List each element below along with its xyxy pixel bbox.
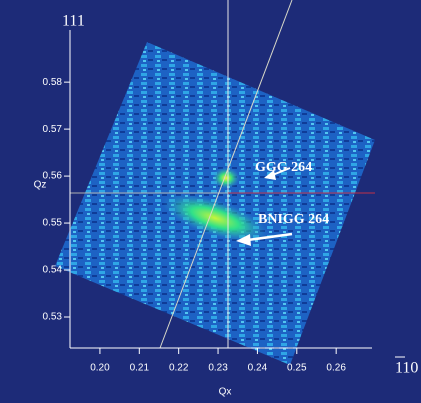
y-tick-label: 0.54	[43, 265, 63, 276]
x-tick-label: 0.21	[130, 363, 150, 374]
chart: GGG 264 BNIGG 264 111 110 Qx Qz 0.200.21…	[0, 0, 421, 403]
y-tick-label: 0.55	[43, 218, 63, 229]
y-tick-label: 0.57	[43, 124, 63, 135]
x-tick-label: 0.23	[208, 363, 228, 374]
y-tick-label: 0.53	[43, 312, 63, 323]
y-tick-label: 0.58	[43, 77, 63, 88]
peak	[212, 167, 240, 189]
corner-label: 111	[62, 13, 85, 30]
x-tick-label: 0.26	[326, 363, 346, 374]
x-tick-label: 0.25	[287, 363, 307, 374]
y-tick-label: 0.56	[43, 171, 63, 182]
x-tick-label: 0.20	[90, 363, 110, 374]
annotation: BNIGG 264	[258, 212, 329, 227]
x-tick-label: 0.22	[169, 363, 189, 374]
corner-label: 110	[395, 360, 418, 377]
x-tick-label: 0.24	[248, 363, 268, 374]
x-axis-label: Qx	[219, 387, 232, 398]
annotation: GGG 264	[255, 160, 312, 175]
